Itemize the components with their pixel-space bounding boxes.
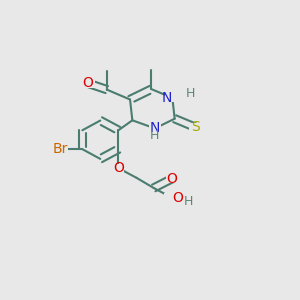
- Text: Br: Br: [52, 142, 68, 156]
- FancyBboxPatch shape: [82, 79, 94, 88]
- Text: S: S: [191, 120, 200, 134]
- Text: O: O: [113, 161, 124, 175]
- Text: H: H: [150, 129, 160, 142]
- Text: H: H: [186, 87, 195, 100]
- Text: H: H: [184, 195, 194, 208]
- Text: N: N: [162, 91, 172, 105]
- Text: N: N: [150, 122, 160, 135]
- FancyBboxPatch shape: [165, 94, 179, 102]
- Text: O: O: [83, 76, 94, 90]
- Text: O: O: [167, 172, 177, 186]
- FancyBboxPatch shape: [148, 122, 161, 135]
- FancyBboxPatch shape: [52, 145, 68, 154]
- Text: O: O: [172, 191, 183, 205]
- FancyBboxPatch shape: [164, 193, 180, 202]
- FancyBboxPatch shape: [112, 164, 124, 172]
- FancyBboxPatch shape: [189, 123, 201, 132]
- FancyBboxPatch shape: [166, 174, 178, 183]
